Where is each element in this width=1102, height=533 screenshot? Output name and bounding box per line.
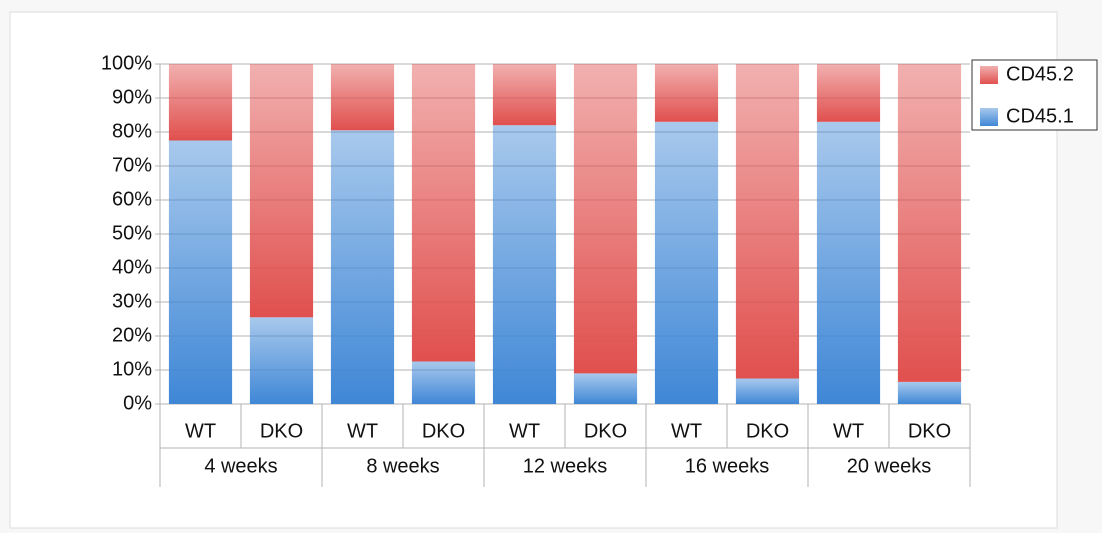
bar-segment: [330, 64, 395, 131]
y-tick-label: 30%: [112, 290, 152, 312]
x-tick-label: DKO: [746, 420, 789, 442]
y-tick-label: 40%: [112, 256, 152, 278]
legend-label: CD45.2: [1006, 63, 1074, 85]
legend-label: CD45.1: [1006, 105, 1074, 127]
group-label: 4 weeks: [204, 455, 277, 477]
bar-segment: [654, 121, 719, 405]
x-tick-label: DKO: [584, 420, 627, 442]
bar-segment: [168, 64, 233, 141]
group-label: 20 weeks: [847, 455, 932, 477]
bar-segment: [168, 140, 233, 404]
bar-segment: [654, 64, 719, 122]
group-label: 16 weeks: [685, 455, 770, 477]
bar-segment: [330, 130, 395, 405]
bar-segment: [249, 64, 314, 318]
x-tick-label: WT: [671, 420, 702, 442]
bar-segment: [897, 381, 962, 404]
y-tick-label: 0%: [123, 392, 152, 414]
bar-segment: [411, 361, 476, 404]
bar-segment: [573, 373, 638, 404]
y-tick-label: 70%: [112, 154, 152, 176]
bar-segment: [735, 378, 800, 404]
group-label: 8 weeks: [366, 455, 439, 477]
x-tick-label: WT: [347, 420, 378, 442]
bar-segment: [816, 121, 881, 405]
x-tick-label: DKO: [260, 420, 303, 442]
bar-segment: [492, 64, 557, 126]
bar-segment: [573, 64, 638, 374]
y-tick-label: 10%: [112, 358, 152, 380]
y-tick-label: 80%: [112, 120, 152, 142]
x-tick-label: DKO: [422, 420, 465, 442]
bar-segment: [897, 64, 962, 382]
y-tick-label: 20%: [112, 324, 152, 346]
bar-segment: [249, 317, 314, 404]
bar-segment: [816, 64, 881, 122]
legend-swatch: [980, 66, 998, 84]
bar-segment: [492, 125, 557, 404]
x-tick-label: WT: [185, 420, 216, 442]
x-tick-label: WT: [833, 420, 864, 442]
y-tick-label: 50%: [112, 222, 152, 244]
group-label: 12 weeks: [523, 455, 608, 477]
y-tick-label: 100%: [101, 52, 152, 74]
x-tick-label: DKO: [908, 420, 951, 442]
bar-segment: [411, 64, 476, 362]
y-tick-label: 60%: [112, 188, 152, 210]
x-tick-label: WT: [509, 420, 540, 442]
legend-swatch: [980, 108, 998, 126]
bar-segment: [735, 64, 800, 379]
y-tick-label: 90%: [112, 86, 152, 108]
